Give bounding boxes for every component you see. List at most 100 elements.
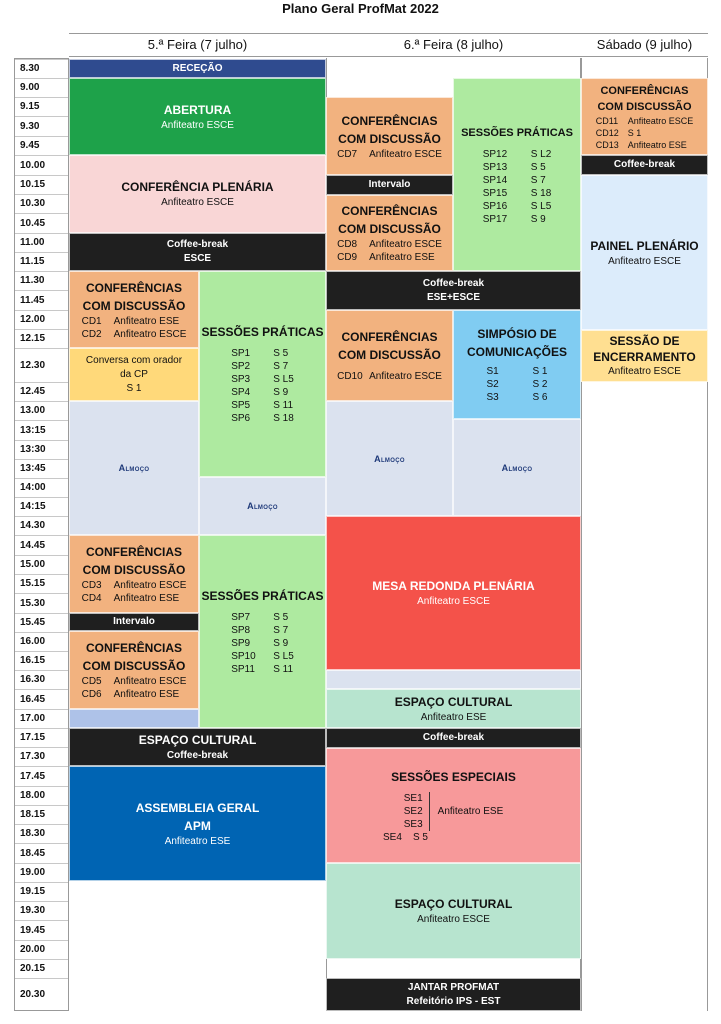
conferencias-block-cd5: CONFERÊNCIAS COM DISCUSSÃO CD5 Anfiteatro… [69,631,199,709]
conferencia-plenaria-location: Anfiteatro ESCE [161,197,234,208]
sp-code: SP12 [482,148,508,160]
painel-plenario-title: PAINEL PLENÁRIO [590,238,699,253]
time-label: 9.00 [14,78,69,97]
time-label: 10.30 [14,194,69,213]
time-label: 14:15 [14,497,69,516]
sp-room: S 18 [273,413,294,424]
sessoes-praticas-rows: SP12 S L2 SP13 S 5 SP14 S 7 SP15 S 18 SP16 S … [483,148,552,226]
sessoes-especiais-title: SESSÕES ESPECIAIS [391,769,516,784]
blank-block-friday [326,670,581,689]
time-label: 8.30 [14,59,69,78]
conferencias-title: CONFERÊNCIAS [600,84,689,97]
cd-code: CD13 [595,139,619,150]
coffee-break-title: Coffee-break [166,239,229,250]
time-label: 18.15 [14,805,69,824]
espaco-cultural-title: ESPAÇO CULTURAL [394,897,513,911]
almoco-label: Almoço [247,501,278,511]
sessoes-especiais-block: SESSÕES ESPECIAIS SE1 SE2 SE3 Anfiteatro… [326,748,581,863]
cd-room: Anfiteatro ESE [113,593,180,604]
s-room: S 1 [532,366,548,377]
sessoes-praticas-title: SESSÕES PRÁTICAS [201,589,324,603]
almoco-block-thursday-left: Almoço [69,401,199,535]
time-label: 15.15 [14,574,69,593]
conferencias-title: CONFERÊNCIAS [341,113,438,128]
conferencias-subtitle: COM DISCUSSÃO [82,563,186,577]
encerramento-subtitle: ENCERRAMENTO [593,350,696,364]
assembleia-geral-block: ASSEMBLEIA GERAL APM Anfiteatro ESE [69,766,326,881]
coffee-break-title: Coffee-break [422,277,485,289]
time-label: 15.30 [14,593,69,613]
time-label: 12.30 [14,348,69,382]
time-label: 20.30 [14,978,69,1011]
cd-code: CD1 [81,315,102,327]
time-label: 15.00 [14,555,69,574]
conferencia-plenaria-title: CONFERÊNCIA PLENÁRIA [121,180,274,194]
time-label: 18.45 [14,843,69,863]
encerramento-location: Anfiteatro ESCE [608,366,681,377]
conversa-block: Conversa com orador da CP S 1 [69,348,199,401]
sessoes-especiais-row-4: SE4 S 5 [383,831,428,844]
cd-code: CD3 [81,580,102,591]
conferencias-subtitle: COM DISCUSSÃO [338,348,441,362]
almoco-label: Almoço [118,463,150,473]
page-title: Plano Geral ProfMat 2022 [282,1,439,16]
day-header-thursday: 5.ª Feira (7 julho) [69,33,326,57]
rececao-label: RECEÇÃO [172,62,223,74]
time-label: 14:00 [14,478,69,497]
cd-room: Anfiteatro ESE [369,252,435,263]
cd-code: CD7 [337,148,358,160]
coffee-break-block-friday-2: Coffee-break [326,728,581,748]
conferencias-rows: CD7 Anfiteatro ESCE [337,148,442,161]
conferencias-title: CONFERÊNCIAS [85,641,182,655]
sessoes-especiais-codes: SE1 SE2 SE3 [404,791,430,831]
conferencias-title: CONFERÊNCIAS [341,204,438,218]
conferencias-block-cd3: CONFERÊNCIAS COM DISCUSSÃO CD3 Anfiteatro… [69,535,199,613]
conferencias-title: CONFERÊNCIAS [85,545,182,559]
simposio-block: SIMPÓSIO DE COMUNICAÇÕES S1 S 1 S2 S 2 S3 S… [453,310,581,419]
conferencias-subtitle: COM DISCUSSÃO [338,222,441,236]
cd-room: Anfiteatro ESCE [627,115,694,126]
almoco-label: Almoço [501,462,533,473]
intervalo-label: Intervalo [368,179,411,190]
sp-room: S 9 [273,387,289,398]
sp-room: S 5 [530,161,546,173]
sp-code: SP11 [231,664,255,675]
conferencias-title: CONFERÊNCIAS [341,330,438,344]
cd-room: Anfiteatro ESCE [369,239,442,250]
sp-room: S L5 [273,374,294,385]
time-label: 12.15 [14,329,69,348]
encerramento-block: SESSÃO DE ENCERRAMENTO Anfiteatro ESCE [581,330,708,382]
cd-room: Anfiteatro ESE [113,689,180,700]
se-code: SE4 [382,831,402,843]
time-label: 19.00 [14,863,69,882]
conferencias-block-cd8: CONFERÊNCIAS COM DISCUSSÃO CD8 Anfiteatro… [326,195,453,271]
time-label: 16.30 [14,670,69,689]
assembleia-subtitle: APM [184,818,211,833]
time-label: 18.00 [14,786,69,805]
sp-room: S 9 [273,638,289,649]
time-label: 12.45 [14,382,69,401]
cd-code: CD9 [337,252,358,263]
sp-code: SP7 [231,612,251,623]
sp-code: SP14 [482,174,508,186]
time-label: 11.15 [14,252,69,271]
cd-code: CD4 [81,593,102,604]
sessoes-praticas-block-sp1: SESSÕES PRÁTICAS SP1 S 5 SP2 S 7 SP3 S L5 S… [199,271,326,477]
coffee-break-location: ESE+ESCE [426,291,481,303]
s-room: S 6 [532,392,548,403]
coffee-break-title: Coffee-break [613,159,676,170]
time-label: 20.00 [14,940,69,959]
intervalo-block-friday: Intervalo [326,175,453,195]
espaco-cultural-block-friday-1: ESPAÇO CULTURAL Anfiteatro ESE [326,689,581,728]
encerramento-title: SESSÃO DE [609,334,680,348]
sp-code: SP15 [482,187,508,199]
intervalo-label: Intervalo [113,616,155,627]
sp-code: SP13 [482,161,508,173]
abertura-location: Anfiteatro ESCE [161,119,234,131]
cd-room: Anfiteatro ESE [113,315,180,327]
cd-code: CD6 [81,689,102,700]
time-label: 10.15 [14,175,69,194]
se-room: S 5 [412,831,428,843]
cd-room: Anfiteatro ESE [627,139,687,150]
time-label: 17.30 [14,747,69,766]
